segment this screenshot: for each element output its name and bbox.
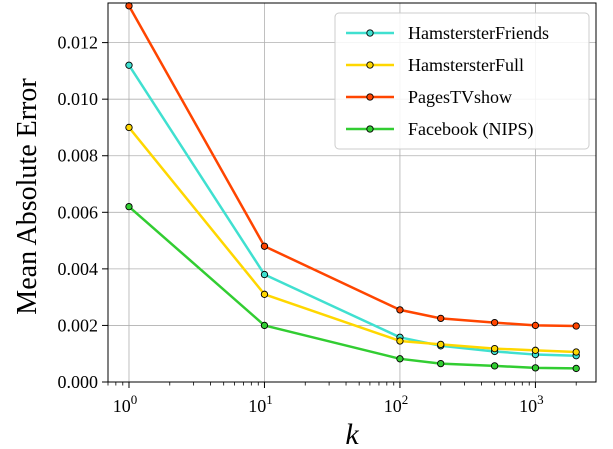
- data-point: [490, 344, 499, 353]
- data-point: [531, 321, 540, 330]
- data-point: [437, 314, 445, 323]
- data-point: [260, 321, 269, 330]
- y-tick-label: 0.000: [58, 372, 99, 392]
- x-tick-label: 102: [384, 392, 409, 416]
- data-point: [125, 2, 133, 10]
- x-axis-label: k: [345, 418, 359, 449]
- y-tick-label: 0.002: [58, 315, 99, 335]
- data-point: [125, 61, 133, 69]
- x-tick-label: 100: [113, 392, 138, 416]
- plot-frame: [107, 2, 597, 383]
- legend-label: Facebook (NIPS): [408, 119, 533, 140]
- y-tick-label: 0.010: [58, 89, 99, 109]
- x-tick-label: 103: [519, 392, 544, 416]
- legend-marker: [366, 93, 374, 101]
- legend-label: PagesTVshow: [408, 87, 512, 107]
- x-tick-label: 101: [248, 392, 273, 416]
- legend-label: HamstersterFull: [408, 55, 524, 75]
- data-point: [260, 242, 269, 250]
- y-tick-label: 0.008: [58, 146, 99, 166]
- legend-box: [334, 12, 590, 150]
- series-line: [128, 126, 577, 354]
- data-point: [572, 322, 580, 330]
- y-axis-label: Mean Absolute Error: [12, 78, 43, 315]
- data-point: [437, 359, 445, 368]
- data-point: [396, 337, 404, 345]
- data-point: [125, 202, 133, 211]
- data-point: [437, 340, 445, 349]
- data-point: [572, 364, 580, 373]
- data-point: [125, 123, 133, 132]
- legend: HamstersterFriends HamstersterFull PagesTV…: [334, 12, 590, 150]
- legend-marker: [366, 125, 374, 133]
- legend-label: HamstersterFriends: [408, 23, 549, 43]
- data-point: [531, 364, 540, 372]
- series-markers: [125, 2, 580, 373]
- data-point: [490, 318, 499, 327]
- data-point: [490, 362, 499, 370]
- y-tick-label: 0.004: [58, 259, 99, 279]
- legend-marker: [366, 61, 374, 69]
- legend-marker: [366, 29, 374, 37]
- axis-ticks: 0.000 0.002 0.004 0.006 0.008 0.010 0.012 100 10…: [58, 33, 577, 416]
- data-point: [396, 355, 404, 363]
- y-tick-label: 0.012: [58, 33, 99, 53]
- data-point: [260, 290, 269, 298]
- data-point: [531, 346, 540, 354]
- y-tick-label: 0.006: [58, 202, 99, 222]
- data-point: [260, 270, 269, 279]
- data-point: [572, 348, 580, 356]
- data-point: [396, 306, 404, 314]
